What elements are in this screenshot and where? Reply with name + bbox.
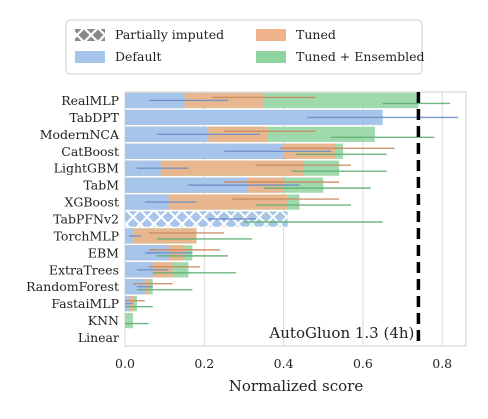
legend-label-default: Default: [115, 49, 162, 64]
y-tick-label: TabDPT: [69, 110, 119, 125]
legend-label-tuned: Tuned: [296, 27, 336, 42]
x-tick-label: 0.4: [274, 356, 294, 371]
y-tick-label: CatBoost: [61, 144, 119, 159]
y-tick-label: Linear: [78, 330, 119, 345]
bar-default: [125, 177, 248, 193]
y-tick-label: XGBoost: [64, 195, 119, 210]
reference-line-label: AutoGluon 1.3 (4h): [268, 324, 414, 342]
x-tick-labels: 0.0 0.2 0.4 0.6 0.8: [115, 356, 452, 371]
bar-tuned-ensembled: [125, 312, 133, 329]
y-tick-label: KNN: [88, 313, 119, 328]
legend-label-partially-imputed: Partially imputed: [115, 27, 224, 42]
y-tick-label: ModernNCA: [40, 127, 120, 142]
y-tick-label: RealMLP: [61, 93, 119, 108]
legend-label-tuned-ensembled: Tuned + Ensembled: [296, 49, 425, 64]
x-axis-label: Normalized score: [229, 377, 364, 395]
bar-default: [125, 211, 233, 227]
bar-partially-imputed: [232, 211, 288, 227]
y-tick-label: RandomForest: [26, 279, 119, 294]
y-tick-labels: RealMLP TabDPT ModernNCA CatBoost LightGBM Ta…: [26, 93, 120, 345]
y-tick-label: LightGBM: [54, 161, 120, 176]
legend-swatch-partially-imputed: [75, 29, 105, 41]
bars: [125, 92, 419, 329]
bar-tuned: [125, 228, 197, 244]
y-tick-label: FastaiMLP: [51, 296, 119, 311]
legend-frame: [65, 19, 423, 75]
y-tick-label: TabPFNv2: [53, 212, 119, 227]
legend: Partially imputed Tuned Default Tuned + …: [65, 19, 425, 75]
x-tick-label: 0.2: [194, 356, 214, 371]
legend-swatch-tuned: [256, 29, 286, 41]
y-tick-label: TabM: [83, 178, 119, 193]
x-tick-label: 0.8: [432, 356, 452, 371]
legend-swatch-default: [75, 51, 105, 63]
x-tick-label: 0.6: [353, 356, 373, 371]
y-tick-label: TorchMLP: [54, 228, 119, 243]
x-tick-label: 0.0: [115, 356, 135, 371]
bar-default: [125, 279, 145, 295]
error-bars: [125, 96, 459, 325]
legend-swatch-tuned-ensembled: [256, 51, 286, 63]
bar-default: [125, 143, 284, 159]
y-tick-label: EBM: [88, 245, 119, 260]
bar-default: [125, 109, 383, 126]
y-tick-label: ExtraTrees: [49, 262, 119, 277]
plot-area: AutoGluon 1.3 (4h): [124, 91, 467, 347]
bar-tuned: [125, 160, 304, 176]
